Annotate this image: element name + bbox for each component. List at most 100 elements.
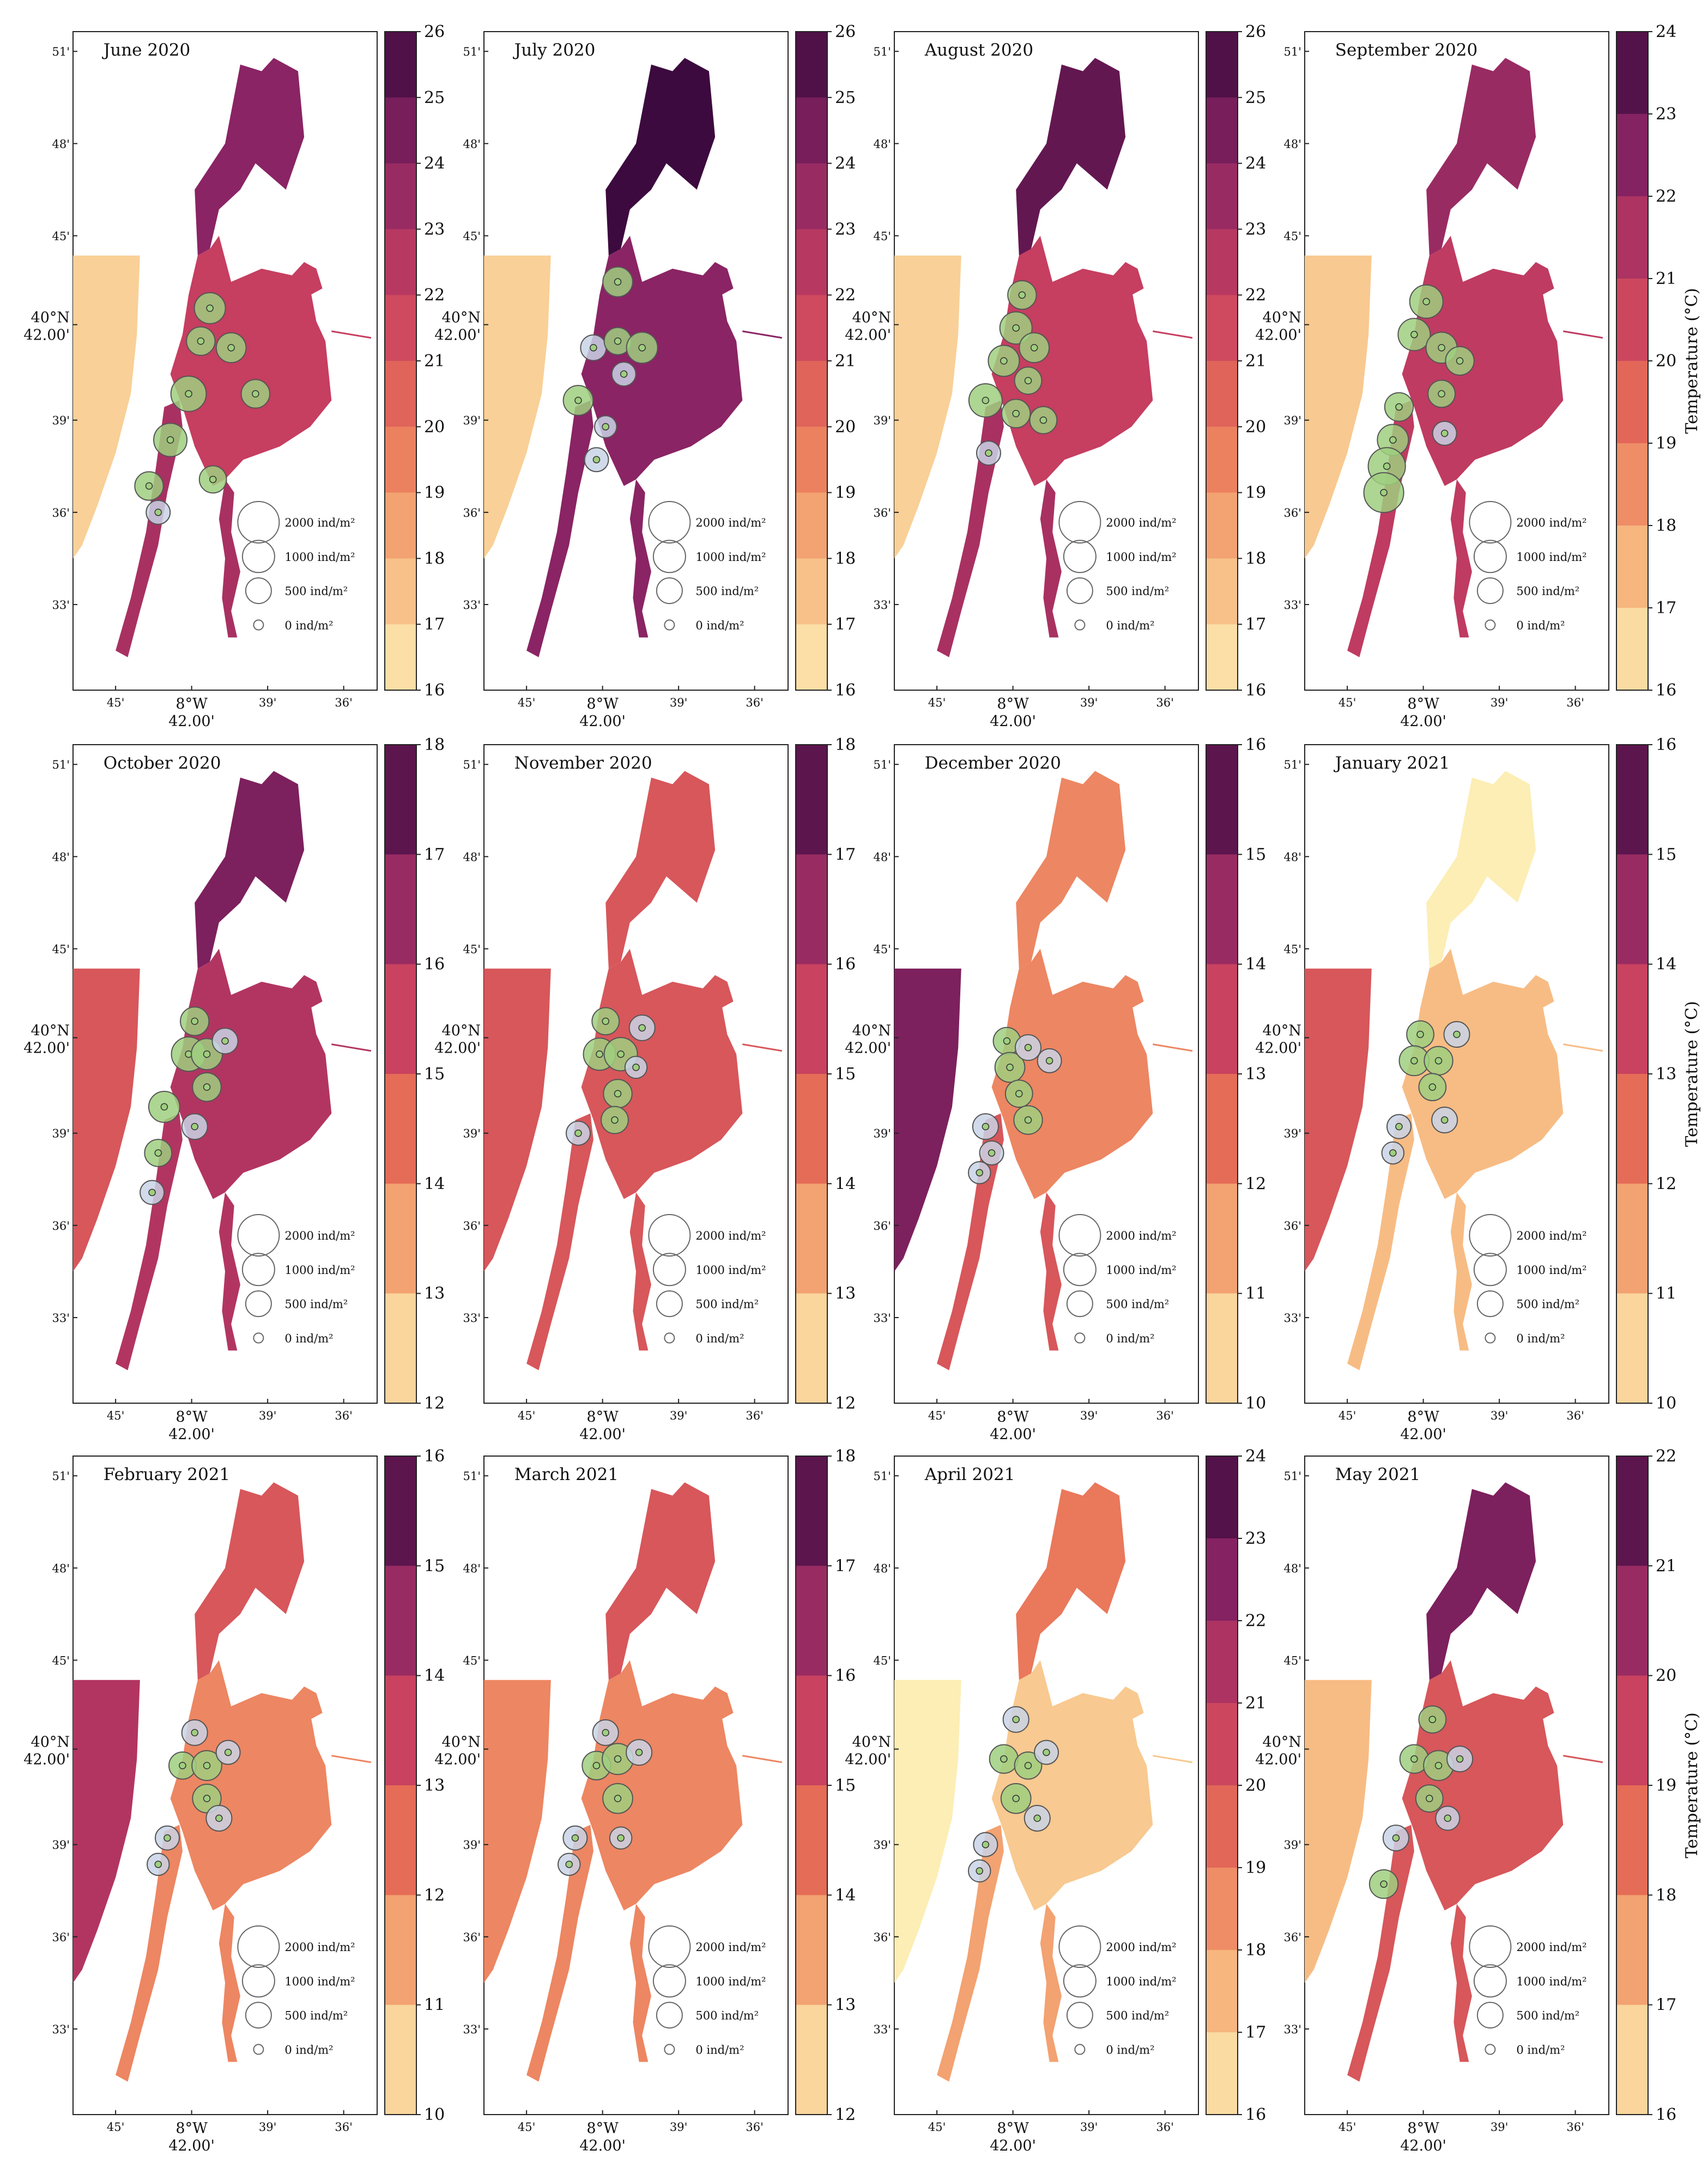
sample-station	[1428, 1716, 1437, 1723]
legend-circle	[1476, 577, 1504, 605]
colorbar-band	[1206, 1785, 1238, 1868]
legend-circle	[245, 577, 272, 605]
lat-label: 45'	[52, 230, 70, 243]
colorbar-tick-label: 23	[1245, 220, 1266, 239]
lon-label: 36'	[1156, 1409, 1174, 1422]
colorbar-band	[1206, 1950, 1238, 2033]
map-panel: January 202151'48'45'40°N42.00'39'36'33'…	[1255, 735, 1701, 1443]
legend-circle	[1469, 1213, 1512, 1257]
colorbar-tick-label: 25	[1245, 88, 1266, 107]
lat-label: 51'	[463, 758, 481, 771]
sample-station	[976, 1169, 983, 1176]
legend-circle	[1469, 500, 1512, 544]
sample-station	[1440, 430, 1449, 437]
colorbar-band	[796, 1895, 827, 2006]
lat-major-label: 40°N	[442, 1734, 481, 1751]
map-panel: October 202051'48'45'40°N42.00'39'36'33'…	[23, 735, 445, 1443]
lon-major-label: 8°W	[586, 696, 619, 712]
sample-station	[1389, 436, 1397, 444]
colorbar-band	[796, 558, 827, 625]
map-panel: June 202051'48'45'40°N42.00'39'36'33'45'…	[23, 22, 445, 730]
lon-major-label: 8°W	[1407, 696, 1439, 712]
colorbar-label: Temperature (°C)	[1682, 288, 1701, 433]
colorbar-tick-label: 10	[424, 2105, 445, 2124]
colorbar-band	[385, 558, 416, 625]
colorbar-tick-label: 20	[1656, 1666, 1676, 1686]
sample-station	[224, 1748, 232, 1756]
colorbar-tick-label: 15	[835, 1776, 856, 1795]
central-lagoon	[581, 949, 743, 1199]
colorbar-tick-label: 14	[835, 1886, 856, 1905]
lat-label: 39'	[463, 1839, 481, 1852]
legend-label: 2000 ind/m²	[1106, 1229, 1176, 1242]
colorbar-tick-label: 12	[1245, 1174, 1266, 1193]
colorbar-band	[796, 1293, 827, 1404]
colorbar-tick-label: 18	[835, 1447, 856, 1466]
lat-label: 48'	[463, 137, 481, 150]
lat-label: 45'	[1284, 943, 1302, 956]
colorbar-band	[1616, 608, 1648, 691]
sample-station	[1456, 1755, 1464, 1763]
lon-label: 36'	[1566, 2121, 1584, 2134]
sample-station	[1006, 1064, 1014, 1071]
colorbar-tick-label: 12	[424, 1886, 445, 1905]
legend-circle	[664, 2044, 675, 2055]
colorbar-tick-label: 15	[835, 1065, 856, 1084]
legend-label: 0 ind/m²	[1106, 1332, 1154, 1345]
lat-label: 45'	[463, 1654, 481, 1667]
sample-station	[1416, 1030, 1424, 1038]
sample-station	[1410, 330, 1418, 339]
river-channel	[629, 479, 651, 638]
lat-label: 39'	[1284, 414, 1302, 427]
legend-label: 500 ind/m²	[695, 2009, 759, 2022]
colorbar-tick-label: 16	[424, 681, 445, 700]
lat-label: 45'	[1284, 1654, 1302, 1667]
colorbar-tick-label: 24	[1656, 22, 1676, 41]
colorbar-band	[1616, 1566, 1648, 1676]
legend-label: 0 ind/m²	[695, 1332, 744, 1345]
legend-circle	[1063, 540, 1097, 573]
sea-region	[73, 1680, 140, 1983]
south-channel	[1347, 1113, 1414, 1370]
lon-label: 39'	[259, 2121, 277, 2134]
legend-circle	[241, 1964, 275, 1998]
sample-station	[1389, 1149, 1397, 1157]
canal-line	[1153, 1755, 1193, 1764]
colorbar-tick-label: 16	[1245, 681, 1266, 700]
colorbar-tick-label: 20	[1656, 352, 1676, 371]
sample-station	[215, 1814, 223, 1822]
colorbar-label: Temperature (°C)	[1682, 1001, 1701, 1146]
colorbar: 24 23 22 21 20 19 18 17 16 Temperature (°C)	[1616, 22, 1701, 700]
colorbar-band	[796, 492, 827, 559]
colorbar-tick-label: 17	[424, 615, 445, 634]
lat-major-label: 40°N	[31, 1734, 70, 1751]
colorbar-tick-label: 17	[835, 845, 856, 864]
colorbar-band	[1206, 1538, 1238, 1621]
lat-major-label: 40°N	[852, 310, 891, 327]
lat-major-label: 40°N	[442, 310, 481, 327]
lon-label: 36'	[1156, 696, 1174, 709]
sample-station	[1456, 357, 1464, 365]
legend-label: 1000 ind/m²	[1516, 1975, 1586, 1988]
colorbar-tick-label: 21	[1656, 269, 1676, 288]
lat-label: 33'	[52, 599, 70, 612]
lat-label: 33'	[874, 1312, 892, 1325]
colorbar-tick-label: 23	[835, 220, 856, 239]
lon-label: 42.00'	[1400, 1426, 1446, 1443]
lat-label: 36'	[1284, 506, 1302, 520]
lon-label: 36'	[335, 696, 353, 709]
colorbar-tick-label: 24	[835, 154, 856, 173]
sample-station	[1395, 403, 1403, 411]
colorbar-tick-label: 14	[835, 1174, 856, 1193]
canal-line	[1153, 330, 1193, 339]
sample-station	[203, 1795, 211, 1802]
lat-major-label: 40°N	[31, 310, 70, 327]
sample-station	[191, 1729, 198, 1737]
colorbar-tick-label: 11	[1656, 1284, 1676, 1303]
colorbar-tick-label: 13	[424, 1776, 445, 1795]
legend-label: 2000 ind/m²	[695, 1229, 766, 1242]
lat-label: 42.00'	[845, 1752, 891, 1768]
central-lagoon	[991, 1660, 1153, 1911]
east-bay	[1523, 262, 1554, 295]
lat-label: 39'	[463, 414, 481, 427]
